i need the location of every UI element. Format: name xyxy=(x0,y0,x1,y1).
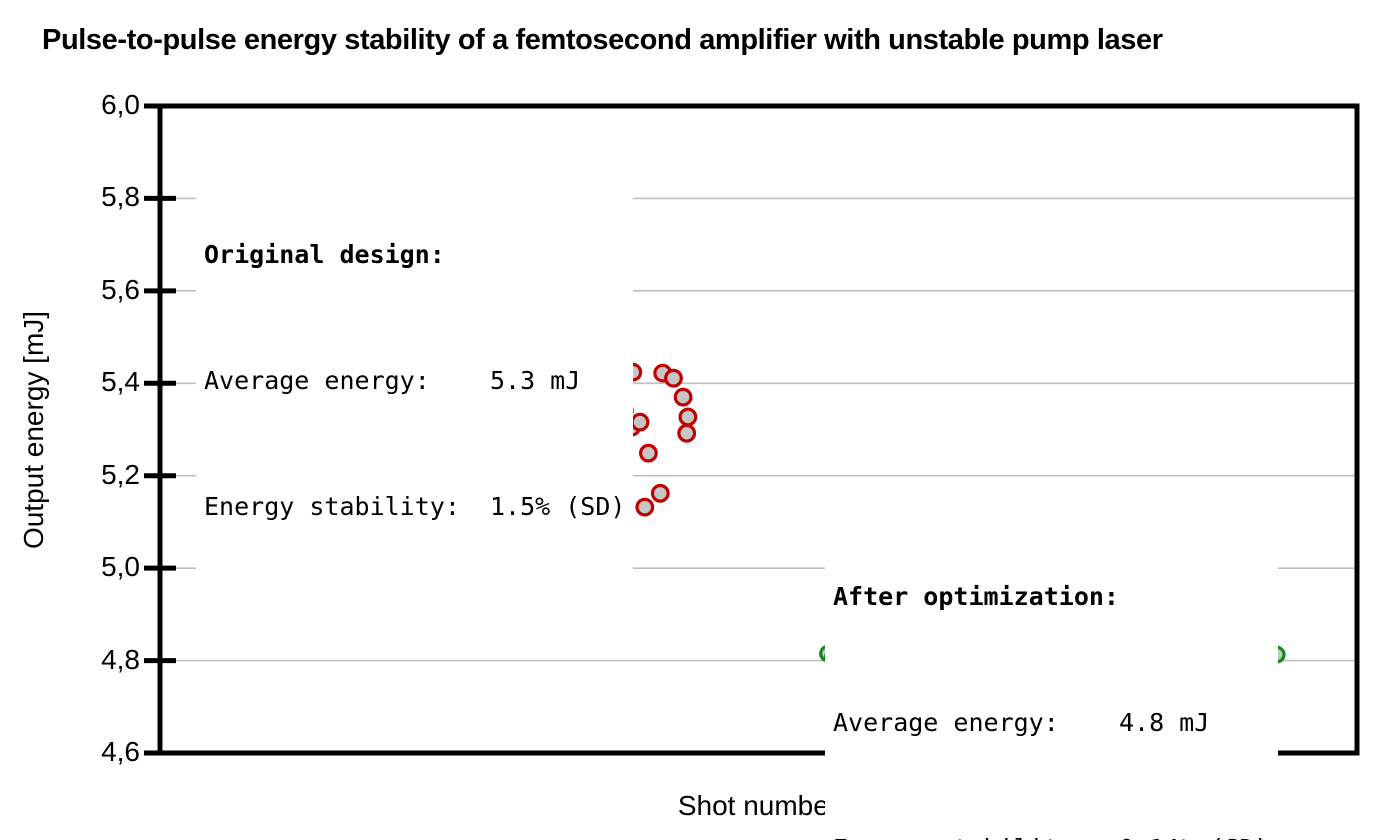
y-tick-label: 5,6 xyxy=(101,273,140,305)
data-point xyxy=(664,368,683,388)
data-point xyxy=(673,387,693,407)
x-axis-title: Shot number xyxy=(677,790,839,821)
annotation-optimized-heading: After optimization: xyxy=(833,582,1119,611)
data-point xyxy=(635,497,655,517)
annotation-original-average: Average energy: 5.3 mJ xyxy=(204,366,581,395)
data-point xyxy=(678,407,698,427)
chart-title: Pulse-to-pulse energy stability of a fem… xyxy=(42,24,1163,56)
y-tick-label: 5,2 xyxy=(101,458,140,490)
annotation-optimized-stability: Energy stability: 0.14% (SD) xyxy=(833,828,1270,840)
annotation-original-stability: Energy stability: 1.5% (SD) xyxy=(204,492,626,521)
data-point xyxy=(639,443,658,463)
annotation-original: Original design: Average energy: 5.3 mJ … xyxy=(196,150,634,612)
plot-border xyxy=(157,103,1360,756)
annotation-optimized-average: Average energy: 4.8 mJ xyxy=(833,708,1210,737)
annotation-optimized: After optimization: Average energy: 4.8 … xyxy=(825,492,1278,840)
annotation-original-heading: Original design: xyxy=(204,240,445,269)
y-tick-label: 5,8 xyxy=(101,181,140,213)
y-tick-label: 5,4 xyxy=(101,366,140,398)
data-point xyxy=(650,483,670,503)
y-tick-label: 5,0 xyxy=(101,551,140,583)
y-axis-ticks xyxy=(144,103,176,756)
data-point xyxy=(630,412,650,432)
y-axis-title: Output energy [mJ] xyxy=(18,310,49,550)
y-tick-label: 4,8 xyxy=(101,643,140,675)
data-point xyxy=(677,423,697,443)
y-tick-label: 4,6 xyxy=(101,736,140,767)
y-tick-label: 6,0 xyxy=(101,89,140,120)
